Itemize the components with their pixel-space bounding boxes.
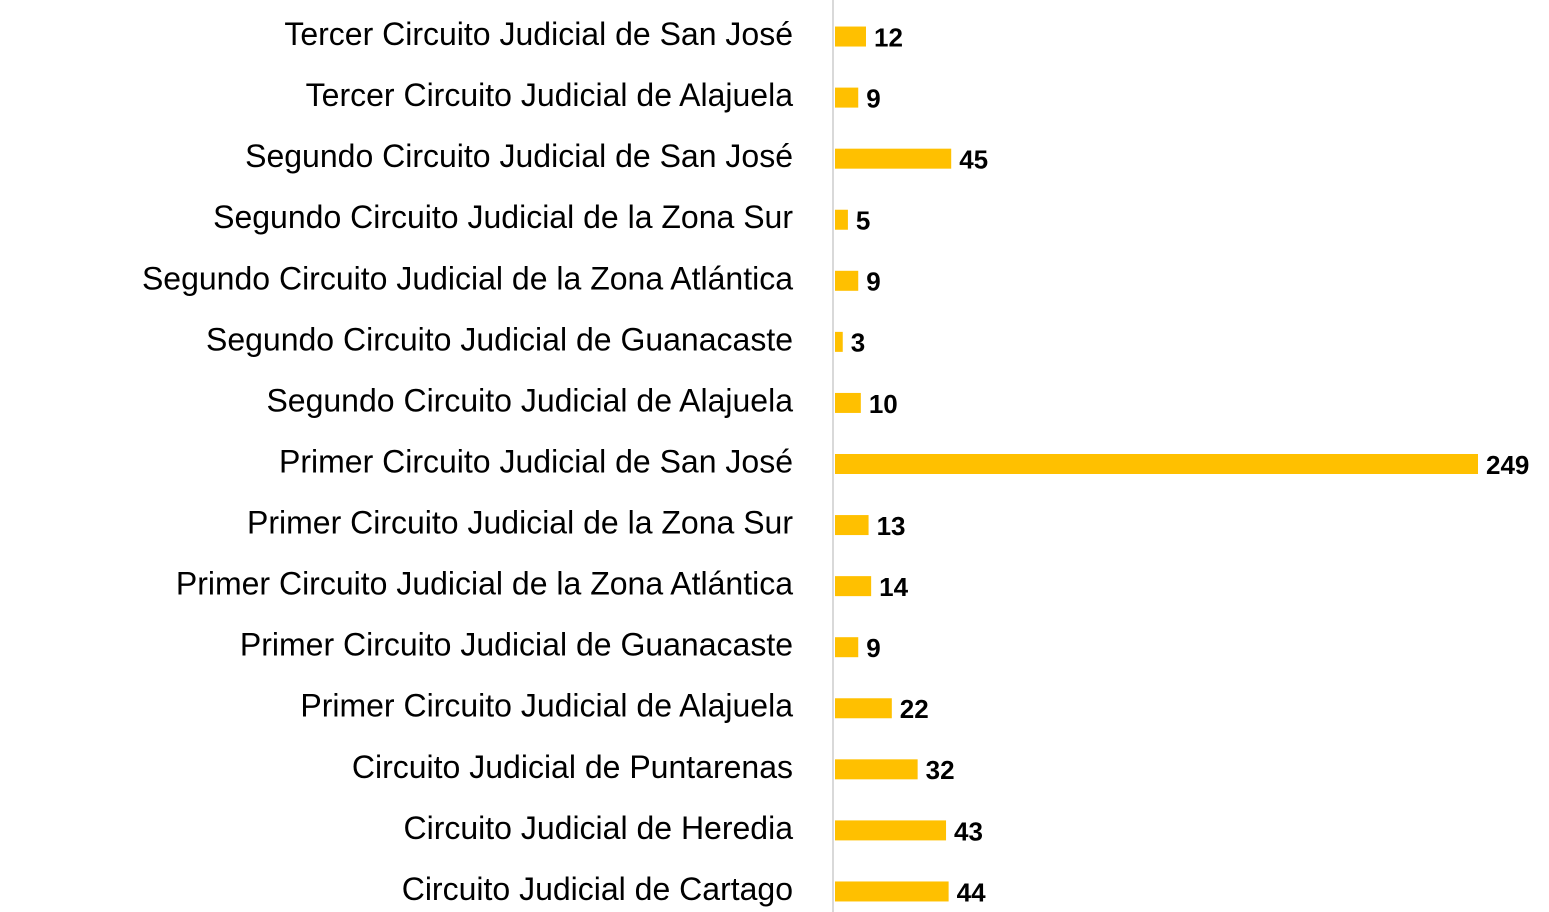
- data-label: 5: [856, 206, 870, 236]
- category-label: Tercer Circuito Judicial de San José: [284, 16, 793, 52]
- data-label: 9: [866, 83, 880, 113]
- data-label: 45: [959, 145, 988, 175]
- category-label: Primer Circuito Judicial de San José: [279, 443, 793, 479]
- bar: [835, 881, 949, 902]
- category-label: Circuito Judicial de Cartago: [402, 871, 793, 907]
- data-label: 43: [954, 816, 983, 846]
- data-label: 10: [869, 389, 898, 419]
- category-label: Circuito Judicial de Heredia: [403, 810, 793, 846]
- category-label: Segundo Circuito Judicial de la Zona Sur: [213, 199, 793, 235]
- category-label: Primer Circuito Judicial de Guanacaste: [240, 627, 793, 663]
- bar: [835, 637, 859, 658]
- category-label: Primer Circuito Judicial de Alajuela: [300, 688, 793, 724]
- data-label: 249: [1486, 450, 1529, 480]
- data-label: 9: [866, 633, 880, 663]
- data-label: 44: [957, 877, 986, 907]
- bar: [835, 270, 859, 291]
- category-label: Segundo Circuito Judicial de Guanacaste: [206, 321, 793, 357]
- data-label: 22: [900, 694, 929, 724]
- category-label: Segundo Circuito Judicial de la Zona Atl…: [142, 260, 793, 296]
- category-label: Tercer Circuito Judicial de Alajuela: [306, 77, 794, 113]
- bar: [835, 87, 859, 108]
- data-label: 32: [926, 755, 955, 785]
- data-label: 3: [851, 328, 865, 358]
- bar: [835, 148, 952, 169]
- category-label: Primer Circuito Judicial de la Zona Atlá…: [176, 566, 793, 602]
- bar: [835, 26, 866, 47]
- category-label: Primer Circuito Judicial de la Zona Sur: [247, 505, 793, 541]
- bar: [835, 820, 947, 841]
- bar: [835, 209, 848, 230]
- data-label: 12: [874, 22, 903, 52]
- category-label: Circuito Judicial de Puntarenas: [352, 749, 793, 785]
- bar: [835, 331, 843, 352]
- bar: [835, 392, 861, 413]
- bar: [835, 759, 918, 780]
- bar: [835, 576, 872, 597]
- data-label: 9: [866, 267, 880, 297]
- data-label: 14: [879, 572, 908, 602]
- category-label: Segundo Circuito Judicial de San José: [245, 138, 793, 174]
- data-label: 13: [877, 511, 906, 541]
- bar: [835, 454, 1478, 474]
- bar: [835, 515, 869, 536]
- bar: [835, 698, 892, 719]
- category-label: Segundo Circuito Judicial de Alajuela: [266, 382, 793, 418]
